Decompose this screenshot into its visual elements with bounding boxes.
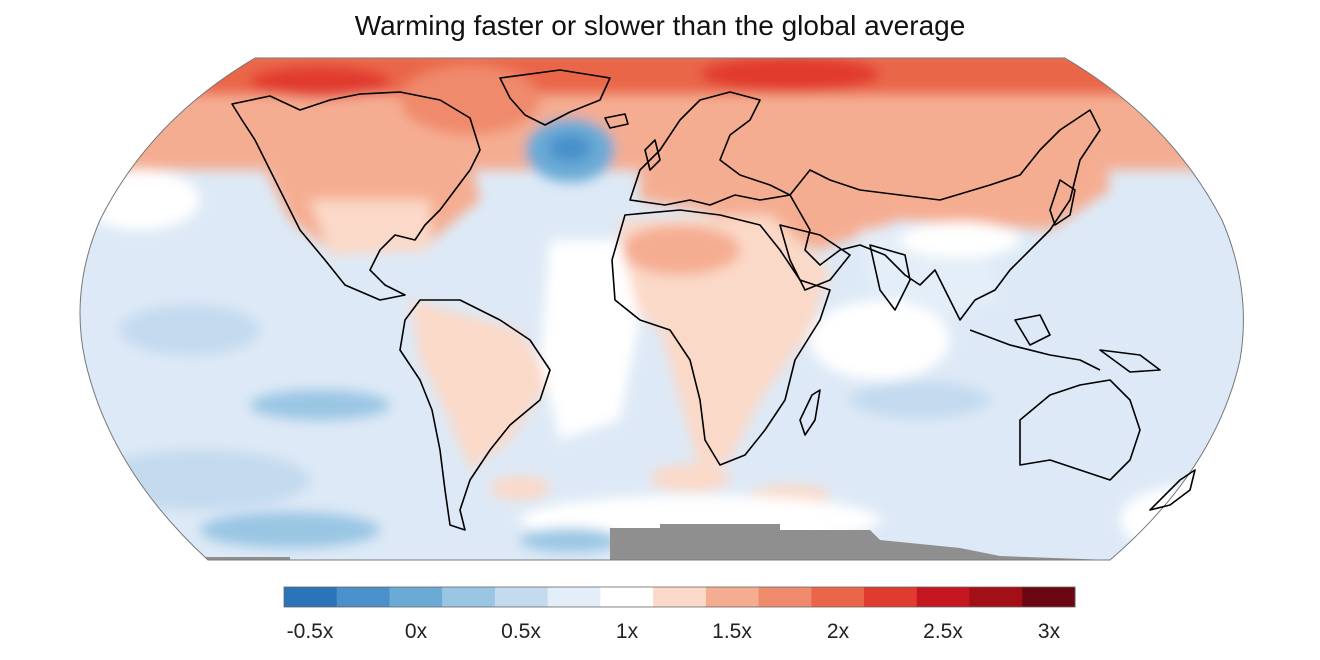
colorbar-swatch-0 xyxy=(284,587,337,607)
legend-label-neg-0-5x: -0.5x xyxy=(287,620,334,644)
colorbar-swatch-5 xyxy=(548,587,601,607)
colorbar-swatch-12 xyxy=(917,587,970,607)
colorbar xyxy=(0,0,1320,660)
legend-label-1x: 1x xyxy=(616,620,638,644)
colorbar-swatch-3 xyxy=(442,587,495,607)
colorbar-swatch-2 xyxy=(389,587,442,607)
colorbar-swatch-6 xyxy=(600,587,653,607)
colorbar-swatch-11 xyxy=(864,587,917,607)
legend-label-2x: 2x xyxy=(827,620,849,644)
colorbar-swatch-13 xyxy=(970,587,1023,607)
colorbar-swatch-4 xyxy=(495,587,548,607)
colorbar-swatch-1 xyxy=(337,587,390,607)
legend-label-0x: 0x xyxy=(405,620,427,644)
colorbar-swatch-10 xyxy=(811,587,864,607)
legend-label-2-5x: 2.5x xyxy=(923,620,963,644)
colorbar-swatch-14 xyxy=(1022,587,1075,607)
legend-label-3x: 3x xyxy=(1038,620,1060,644)
legend-label-1-5x: 1.5x xyxy=(712,620,752,644)
legend-label-0-5x: 0.5x xyxy=(501,620,541,644)
colorbar-swatch-9 xyxy=(759,587,812,607)
colorbar-swatch-7 xyxy=(653,587,706,607)
colorbar-swatch-8 xyxy=(706,587,759,607)
